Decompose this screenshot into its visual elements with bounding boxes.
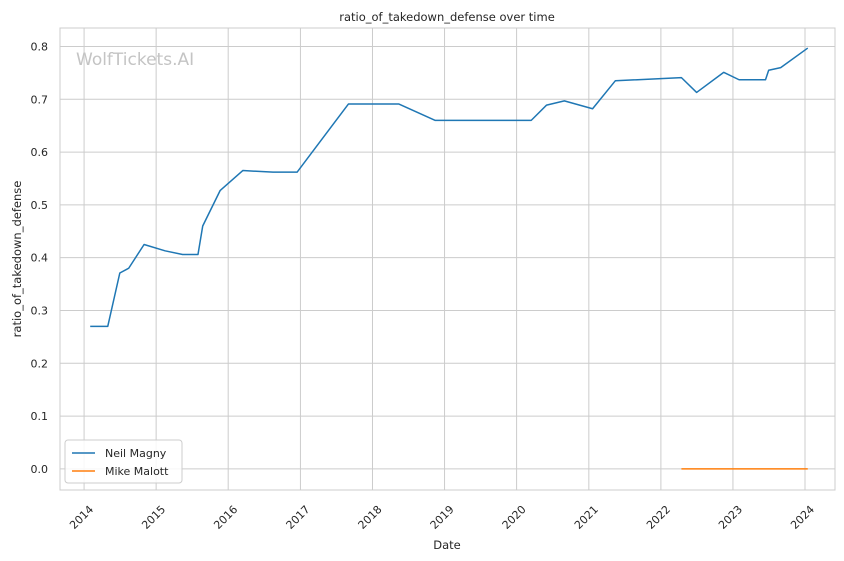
x-tick-label: 2023 (716, 503, 745, 532)
x-tick-label: 2016 (211, 503, 240, 532)
y-tick-label: 0.3 (31, 304, 49, 317)
y-axis-label: ratio_of_takedown_defense (10, 181, 24, 338)
x-tick-label: 2019 (428, 503, 457, 532)
x-tick-label: 2014 (67, 503, 96, 532)
legend-label-neil-magny: Neil Magny (105, 447, 167, 460)
series-line-neil-magny (90, 47, 809, 328)
y-tick-label: 0.5 (31, 199, 49, 212)
plot-area (59, 27, 836, 491)
watermark: WolfTickets.AI (76, 50, 194, 70)
y-tick-label: 0.6 (31, 146, 49, 159)
series-lines (90, 47, 809, 470)
x-tick-label: 2021 (572, 503, 601, 532)
y-tick-label: 0.8 (31, 40, 49, 53)
x-tick-label: 2020 (500, 503, 529, 532)
grid-lines (60, 28, 835, 490)
y-tick-label: 0.7 (31, 93, 49, 106)
y-tick-label: 0.2 (31, 357, 49, 370)
x-tick-label: 2022 (644, 503, 673, 532)
x-tick-label: 2017 (284, 503, 313, 532)
x-axis-ticks: 2014 2015 2016 2017 2018 2019 2020 2021 2022 2023… (67, 503, 817, 532)
legend-box (64, 439, 183, 484)
legend-label-mike-malott: Mike Malott (105, 465, 169, 478)
x-axis-label: Date (433, 538, 461, 552)
y-tick-label: 0.0 (31, 463, 49, 476)
y-tick-label: 0.4 (31, 252, 49, 265)
y-tick-label: 0.1 (31, 410, 49, 423)
y-axis-ticks: 0.0 0.1 0.2 0.3 0.4 0.5 0.6 0.7 0.8 (31, 40, 49, 475)
legend: Neil Magny Mike Malott (64, 439, 183, 484)
x-tick-label: 2018 (356, 503, 385, 532)
x-tick-label: 2015 (139, 503, 168, 532)
x-tick-label: 2024 (788, 503, 817, 532)
chart-title: ratio_of_takedown_defense over time (339, 10, 555, 24)
